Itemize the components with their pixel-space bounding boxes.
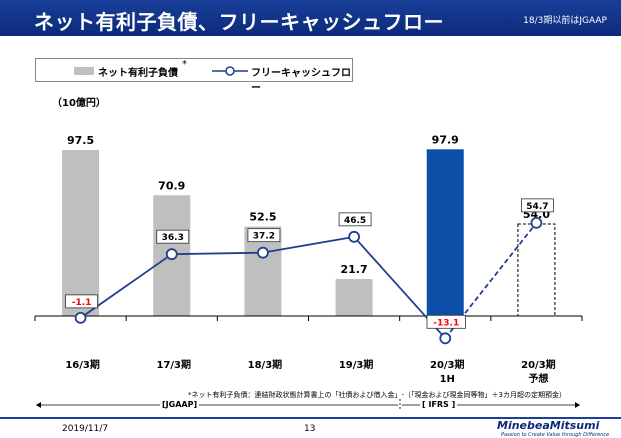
page-title: ネット有利子負債、フリーキャッシュフロー (34, 10, 444, 34)
fcf-value-label-5: 54.7 (526, 202, 548, 212)
era-jgaap-label: [JGAAP] (160, 400, 200, 409)
bar-value-label-4: 97.9 (432, 133, 459, 146)
legend-bar-swatch (74, 67, 94, 75)
legend-line-label: フリーキャッシュフロー (251, 68, 351, 94)
fcf-value-label-4: -13.1 (433, 318, 459, 328)
fcf-value-box-4 (426, 314, 466, 329)
chart-legend: ネット有利子負債 * フリーキャッシュフロー (35, 58, 353, 94)
x-tick-label-3: 19/3期 (339, 358, 374, 371)
fcf-value-box-0 (65, 294, 98, 309)
bar-4 (426, 149, 464, 316)
fcf-value-box-1 (156, 229, 190, 244)
bar-value-label-0: 97.5 (67, 134, 94, 147)
fcf-point-1 (165, 248, 178, 261)
era-ifrs-label: [ IFRS ] (420, 400, 458, 409)
footer-date: 2019/11/7 (62, 424, 109, 434)
bar-5 (517, 223, 556, 317)
bar-value-label-1: 70.9 (158, 179, 185, 192)
fcf-point-2 (257, 246, 269, 259)
page-number: 13 (304, 424, 316, 434)
fcf-point-0 (74, 311, 87, 324)
x-tick-label-0: 16/3期 (65, 358, 100, 371)
fcf-line-segment-1 (171, 251, 263, 256)
company-tagline: Passion to Create Value through Differen… (501, 432, 610, 438)
fcf-point-4 (439, 332, 452, 345)
x-tick-label-4-line2: 1H (440, 374, 455, 385)
x-tick-label-4: 20/3期 (430, 358, 465, 371)
fcf-point-3 (348, 230, 360, 243)
x-tick-label-1: 17/3期 (156, 358, 191, 371)
gaap-note: 18/3期以前はJGAAP (523, 16, 607, 26)
fcf-line-segment-2 (262, 235, 355, 254)
legend-asterisk: * (182, 59, 187, 70)
fcf-value-label-1: 36.3 (162, 233, 184, 243)
footer-divider (0, 417, 621, 419)
x-tick-label-5: 20/3期 (521, 358, 556, 371)
bar-value-label-3: 21.7 (341, 263, 368, 276)
x-tick-label-2: 18/3期 (248, 358, 283, 371)
bar-0 (62, 150, 100, 316)
legend-bar-label: ネット有利子負債 (98, 68, 178, 79)
fcf-value-box-3 (338, 212, 372, 227)
era-jgaap-arrow-left (36, 402, 41, 408)
bar-value-label-2: 52.5 (249, 211, 276, 224)
company-logo: MinebeaMitsumi (497, 419, 600, 432)
legend-line-swatch (212, 66, 248, 76)
era-ifrs-arrow-right (575, 402, 580, 408)
footnote: *ネット有利子負債：連結財政状態計算書上の「社債および借入金」‐（「現金および現… (188, 391, 566, 399)
unit-label: （10億円） (52, 98, 106, 109)
x-tick-label-5-line2: 予想 (528, 372, 548, 385)
fcf-value-label-2: 37.2 (253, 232, 275, 242)
fcf-value-label-0: -1.1 (72, 298, 92, 308)
fcf-value-box-5 (521, 198, 554, 213)
fcf-point-5 (530, 216, 543, 229)
fcf-value-box-2 (247, 228, 281, 243)
header-bar: ネット有利子負債、フリーキャッシュフロー 18/3期以前はJGAAP (0, 0, 621, 36)
bar-3 (335, 279, 373, 316)
fcf-value-label-3: 46.5 (344, 216, 366, 226)
